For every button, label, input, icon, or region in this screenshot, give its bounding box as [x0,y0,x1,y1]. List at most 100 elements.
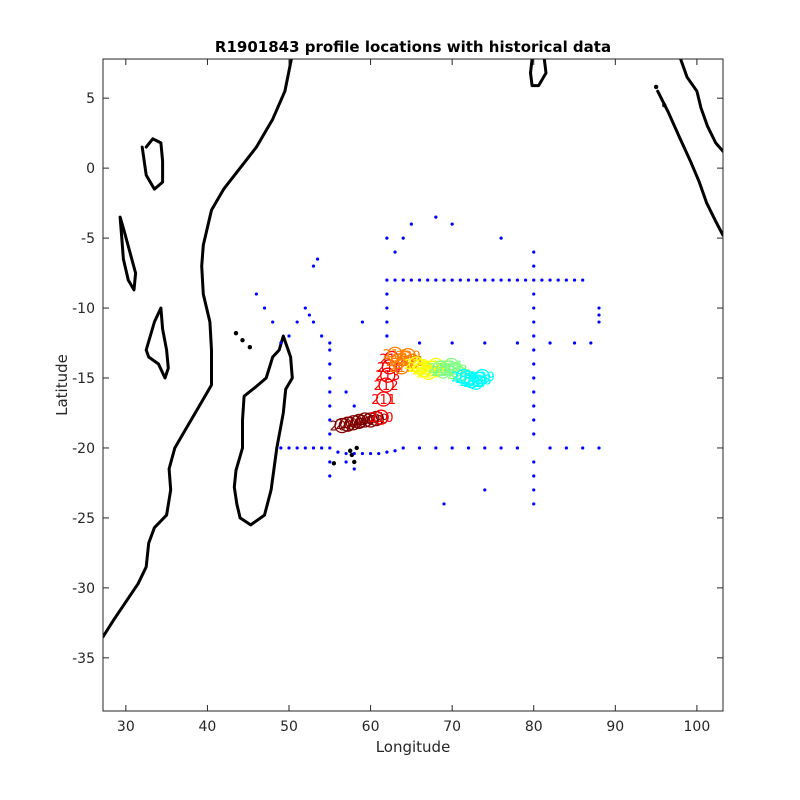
y-tick-label: 5 [86,91,95,107]
historical-point [450,278,454,282]
historical-point [328,460,332,464]
historical-point [385,236,389,240]
historical-point [450,222,454,226]
historical-point [532,292,536,296]
historical-point [458,278,462,282]
island-marker [233,331,239,336]
historical-point [532,418,536,422]
historical-point [515,278,520,282]
historical-point [409,222,413,226]
historical-point [556,278,560,282]
island-marker [662,102,667,108]
historical-point [499,236,503,240]
x-tick-label: 30 [117,719,135,735]
historical-point [311,446,316,450]
x-tick-label: 90 [606,719,624,735]
profile-number-label: 211 [371,393,396,408]
historical-point [307,313,311,317]
historical-point [597,446,601,450]
historical-point [328,404,332,408]
profile-marker [412,359,428,375]
island-marker [653,84,659,90]
historical-point [572,341,577,345]
historical-point [442,278,446,282]
island-marker [331,461,337,466]
historical-point [442,502,446,506]
historical-point [385,292,389,296]
profile-marker [351,413,367,430]
historical-point [295,320,299,324]
historical-point [385,450,389,454]
historical-point [303,306,307,310]
historical-point [450,446,454,450]
historical-point [532,264,536,268]
profile-marker [384,350,400,367]
profile-marker [378,377,394,393]
historical-point [450,341,454,345]
profile-marker [416,361,433,378]
profile-marker [334,417,350,434]
historical-point [344,390,348,394]
historical-point [352,451,356,456]
historical-point [279,341,283,345]
historical-point [385,334,389,338]
profile-number-label: 237 [463,376,488,391]
historical-point [597,313,601,317]
island-marker [347,448,353,453]
coastline-segment [679,59,723,153]
plot-area: 2032042052062072082092102112122132142152… [103,59,723,639]
historical-point [597,306,601,310]
historical-point [548,278,552,282]
axes-frame [102,58,724,712]
historical-point [507,278,511,282]
historical-point [368,451,373,456]
historical-point [417,446,422,450]
historical-point [385,306,389,310]
profile-marker [380,367,396,383]
historical-point [597,320,601,324]
profile-number-label: 212 [374,379,399,394]
historical-point [287,334,291,338]
historical-point [328,474,332,478]
profile-marker [387,346,403,362]
historical-point [352,404,356,408]
historical-point [434,446,438,450]
x-tick-label: 80 [525,719,543,735]
x-axis: 30 40 50 60 70 80 90 100 [117,59,710,735]
profile-marker [474,368,490,385]
historical-point [328,376,332,380]
historical-point [532,432,536,436]
historical-point [295,446,299,450]
profile-marker [400,347,416,364]
chart-title: R1901843 profile locations with historic… [215,38,611,56]
historical-point [385,278,389,282]
historical-point [344,451,348,456]
historical-point [532,390,536,394]
historical-point [360,451,365,456]
historical-point [328,432,332,436]
historical-point [377,451,381,456]
x-tick-label: 50 [280,719,298,735]
profile-number-label: 210 [369,411,394,426]
historical-point [499,446,503,450]
profile-marker [432,360,448,376]
profile-marker [340,416,356,432]
historical-point [401,278,405,282]
historical-point [401,236,405,240]
coastline-segment [103,59,293,639]
historical-point [548,446,552,450]
profile-marker [362,412,379,428]
historical-point [417,278,422,282]
coastline-segment [656,89,723,237]
historical-point [336,450,340,454]
profile-marker [451,366,468,382]
historical-point [262,306,267,310]
historical-point [303,446,307,450]
historical-point [548,341,552,345]
historical-point [254,292,258,296]
profile-number-label: 217 [386,355,411,370]
y-tick-label: -25 [72,511,95,527]
historical-point [532,306,536,310]
